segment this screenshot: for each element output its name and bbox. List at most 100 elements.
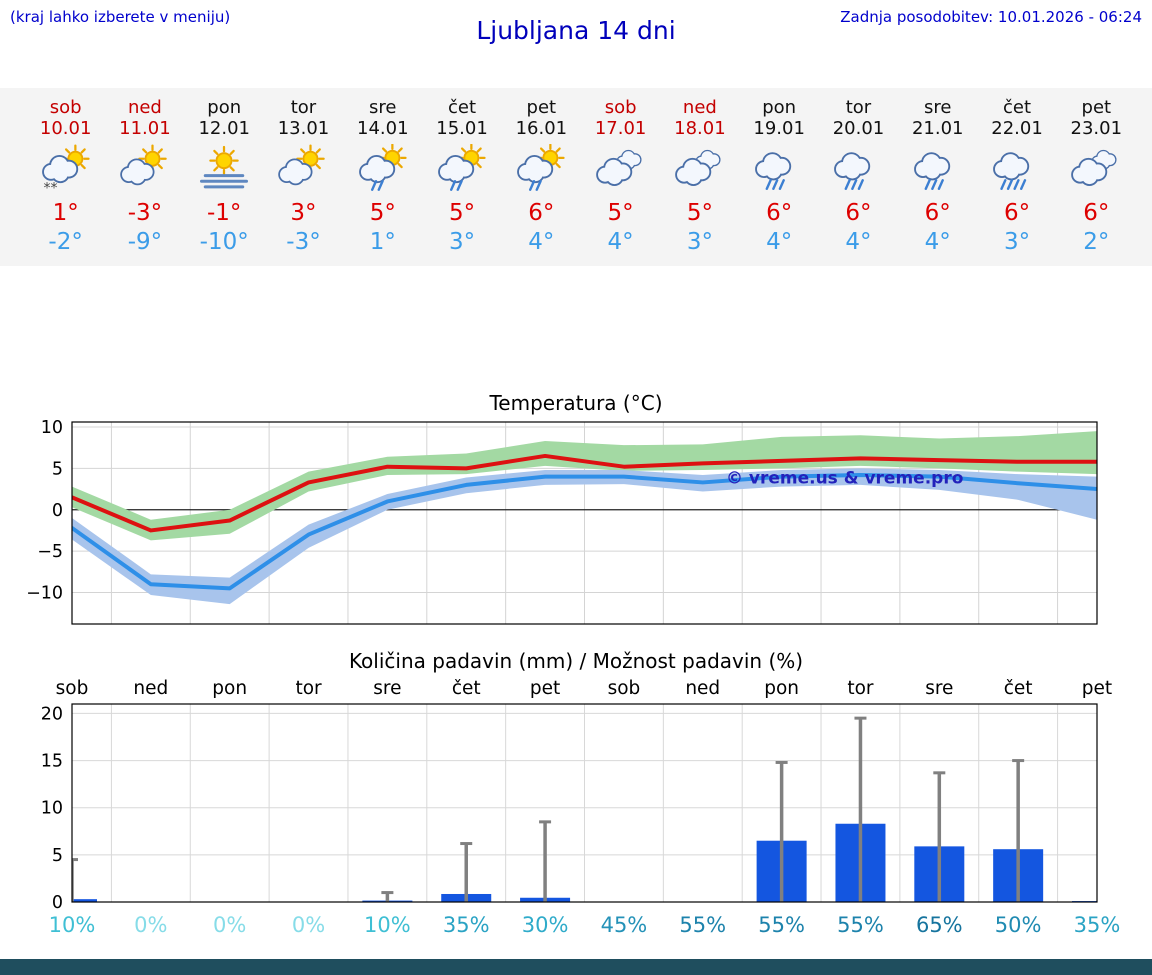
day-name: ned: [127, 97, 162, 118]
day-low-temp: 4°: [607, 228, 634, 255]
day-date: 12.01: [198, 117, 250, 139]
day-date: 13.01: [277, 117, 330, 139]
precip-plot-border: [71, 703, 1098, 903]
footer-bar: [0, 959, 1152, 975]
sun-cloud-rain-icon: [502, 144, 581, 200]
day-date: 23.01: [1070, 117, 1123, 139]
sun-cloud-rain-icon: [343, 144, 422, 200]
precip-probability: 35%: [443, 913, 490, 937]
location-menu-hint: (kraj lahko izberete v meniju): [10, 8, 231, 26]
precip-probability: 30%: [522, 913, 569, 937]
sun-fog-icon: [185, 144, 264, 200]
day-low-temp: 4°: [924, 228, 951, 255]
watermark: © vreme.us & vreme.pro: [726, 468, 963, 488]
precip-probability: 0%: [134, 913, 167, 937]
temp-grid: [72, 422, 1097, 624]
precip-probability: 0%: [292, 913, 325, 937]
precip-x-label: sre: [373, 678, 401, 699]
precip-probability: 10%: [364, 913, 411, 937]
day-name: tor: [290, 97, 317, 118]
day-high-temp: 6°: [528, 200, 555, 227]
precip-x-label: ned: [133, 678, 168, 699]
page-header: (kraj lahko izberete v meniju) Ljubljana…: [0, 0, 1152, 88]
page-title: Ljubljana 14 dni: [476, 16, 676, 45]
precipitation-section: Količina padavin (mm) / Možnost padavin …: [0, 646, 1152, 938]
temp-y-tick-label: −10: [26, 584, 63, 604]
day-high-temp: 5°: [369, 200, 396, 227]
day-date: 14.01: [357, 117, 409, 139]
precip-x-label: pon: [212, 678, 247, 699]
day-low-temp: 3°: [448, 228, 476, 255]
cloud-rain-icon: [740, 144, 819, 200]
precip-probability: 45%: [601, 913, 648, 937]
day-date: 19.01: [753, 117, 805, 139]
day-low-temp: -10°: [199, 228, 249, 255]
last-updated: Zadnja posodobitev: 10.01.2026 - 06:24: [840, 8, 1142, 26]
precip-probability: 0%: [213, 913, 246, 937]
forecast-strip: sob 10.01 ** 1° -2° ned 11.01 -3° -9° pon 12.01 -1°…: [0, 88, 1152, 266]
day-column[interactable]: pon 12.01 -1° -10°: [185, 97, 264, 266]
day-column[interactable]: pet 23.01 6° 2°: [1057, 97, 1136, 266]
day-low-temp: 4°: [766, 228, 793, 255]
day-name: sob: [49, 97, 82, 118]
day-high-temp: 5°: [686, 200, 713, 227]
temp-y-tick-label: 0: [52, 501, 63, 521]
cloudy-icon: [1057, 144, 1136, 200]
temperature-section: Temperatura (°C) 10 5 0 −5 −10 © vreme.us & v…: [0, 388, 1152, 630]
temp-y-tick-label: 10: [41, 418, 63, 438]
svg-text:**: **: [43, 181, 57, 197]
temperature-chart-title: Temperatura (°C): [489, 391, 663, 415]
precip-whiskers: [72, 716, 1025, 902]
precip-probability: 35%: [1074, 913, 1121, 937]
day-column[interactable]: sre 14.01 5° 1°: [343, 97, 422, 266]
day-high-temp: -1°: [206, 200, 242, 227]
day-column[interactable]: ned 18.01 5° 3°: [660, 97, 739, 266]
cloud-heavy-rain-icon: [977, 144, 1056, 200]
day-name: pon: [207, 97, 242, 118]
day-name: čet: [448, 97, 477, 118]
day-column[interactable]: ned 11.01 -3° -9°: [105, 97, 184, 266]
day-name: pet: [1081, 97, 1112, 118]
day-column[interactable]: sre 21.01 6° 4°: [898, 97, 977, 266]
precipitation-chart: sob ned pon tor sre čet pet sob ned pon tor sre čet p…: [41, 678, 1121, 937]
day-low-temp: 4°: [845, 228, 872, 255]
precip-probability: 55%: [679, 913, 726, 937]
precip-x-label: ned: [685, 678, 720, 699]
day-column[interactable]: sob 17.01 5° 4°: [581, 97, 660, 266]
sun-cloud-snow-icon: **: [26, 144, 105, 200]
temperature-chart: 10 5 0 −5 −10 © vreme.us & vreme.pro: [26, 418, 1098, 625]
day-column[interactable]: tor 13.01 3° -3°: [264, 97, 343, 266]
day-high-temp: 6°: [766, 200, 793, 227]
cloudy-icon: [660, 144, 739, 200]
day-column[interactable]: pet 16.01 6° 4°: [502, 97, 581, 266]
cloud-rain-icon: [819, 144, 898, 200]
day-name: tor: [845, 97, 872, 118]
precip-x-label: tor: [295, 678, 322, 699]
day-date: 17.01: [594, 117, 647, 139]
max-temp-line: [72, 453, 1097, 533]
precip-probability: 50%: [995, 913, 1042, 937]
day-column[interactable]: pon 19.01 6° 4°: [740, 97, 819, 266]
sun-cloud-icon: [264, 144, 343, 200]
precip-x-label: pet: [530, 678, 560, 699]
cloud-rain-icon: [898, 144, 977, 200]
precip-bar: [72, 899, 97, 902]
precip-x-label: tor: [847, 678, 874, 699]
precip-y-tick-label: 20: [41, 704, 63, 724]
day-low-temp: -2°: [48, 228, 83, 255]
day-column[interactable]: tor 20.01 6° 4°: [819, 97, 898, 266]
day-high-temp: 5°: [448, 200, 476, 227]
precip-x-label: sre: [925, 678, 953, 699]
day-column[interactable]: čet 22.01 6° 3°: [977, 97, 1056, 266]
day-name: sre: [369, 97, 397, 118]
day-high-temp: 6°: [1083, 200, 1110, 227]
sun-cloud-icon: [105, 144, 184, 200]
day-column[interactable]: sob 10.01 ** 1° -2°: [26, 97, 105, 266]
precipitation-chart-title: Količina padavin (mm) / Možnost padavin …: [348, 649, 804, 673]
temp-y-tick-label: 5: [52, 459, 63, 479]
day-column[interactable]: čet 15.01 5° 3°: [422, 97, 501, 266]
cloudy-icon: [581, 144, 660, 200]
precip-probability: 55%: [758, 913, 805, 937]
precip-y-tick-label: 0: [52, 893, 63, 913]
precip-probability: 10%: [49, 913, 96, 937]
